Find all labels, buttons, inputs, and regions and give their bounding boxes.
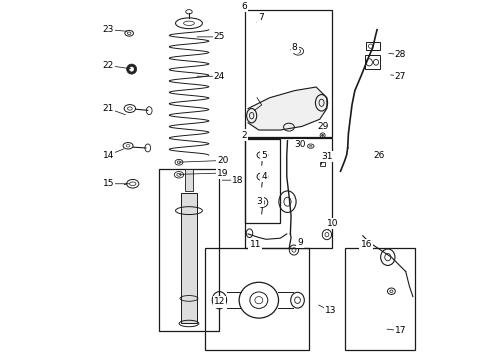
Text: 5: 5: [261, 150, 266, 159]
Text: 16: 16: [360, 240, 371, 249]
Bar: [366, 42, 379, 50]
Text: 18: 18: [231, 176, 243, 185]
Bar: [364, 55, 379, 69]
Text: 14: 14: [102, 150, 114, 159]
Text: 25: 25: [213, 32, 224, 41]
Text: 29: 29: [317, 122, 328, 131]
Text: 15: 15: [102, 179, 114, 188]
Text: 18: 18: [231, 176, 243, 185]
Text: 28: 28: [394, 50, 405, 59]
Text: 3: 3: [256, 197, 262, 206]
Text: 21: 21: [102, 104, 114, 113]
Text: 10: 10: [326, 219, 337, 228]
Text: 27: 27: [394, 72, 405, 81]
Bar: [344, 248, 414, 350]
Text: 17: 17: [394, 326, 405, 335]
Text: 30: 30: [294, 140, 305, 149]
Bar: [244, 139, 280, 223]
Text: 11: 11: [249, 240, 261, 249]
Text: 20: 20: [217, 156, 228, 165]
Ellipse shape: [129, 67, 134, 71]
Bar: [158, 170, 219, 330]
Text: 26: 26: [372, 150, 384, 159]
Text: 4: 4: [261, 172, 266, 181]
Text: 13: 13: [324, 306, 336, 315]
Text: 23: 23: [102, 25, 114, 34]
Text: 24: 24: [213, 72, 224, 81]
Text: 12: 12: [213, 297, 224, 306]
Ellipse shape: [321, 134, 323, 136]
Ellipse shape: [126, 64, 136, 74]
Bar: [244, 10, 332, 137]
Text: 2: 2: [241, 131, 247, 140]
Bar: [185, 170, 192, 191]
Polygon shape: [247, 87, 326, 130]
Text: 8: 8: [291, 43, 297, 52]
Bar: [320, 162, 325, 166]
Text: 1: 1: [241, 130, 247, 139]
Text: 7: 7: [257, 13, 263, 22]
Bar: [181, 193, 197, 324]
Text: 19: 19: [217, 168, 228, 177]
Text: 6: 6: [241, 2, 247, 11]
Text: 31: 31: [321, 152, 332, 161]
Text: 16: 16: [360, 240, 371, 249]
Bar: [204, 248, 308, 350]
Text: 11: 11: [249, 240, 261, 249]
Text: 22: 22: [102, 61, 114, 70]
Text: 9: 9: [297, 238, 302, 247]
Bar: [244, 138, 332, 248]
